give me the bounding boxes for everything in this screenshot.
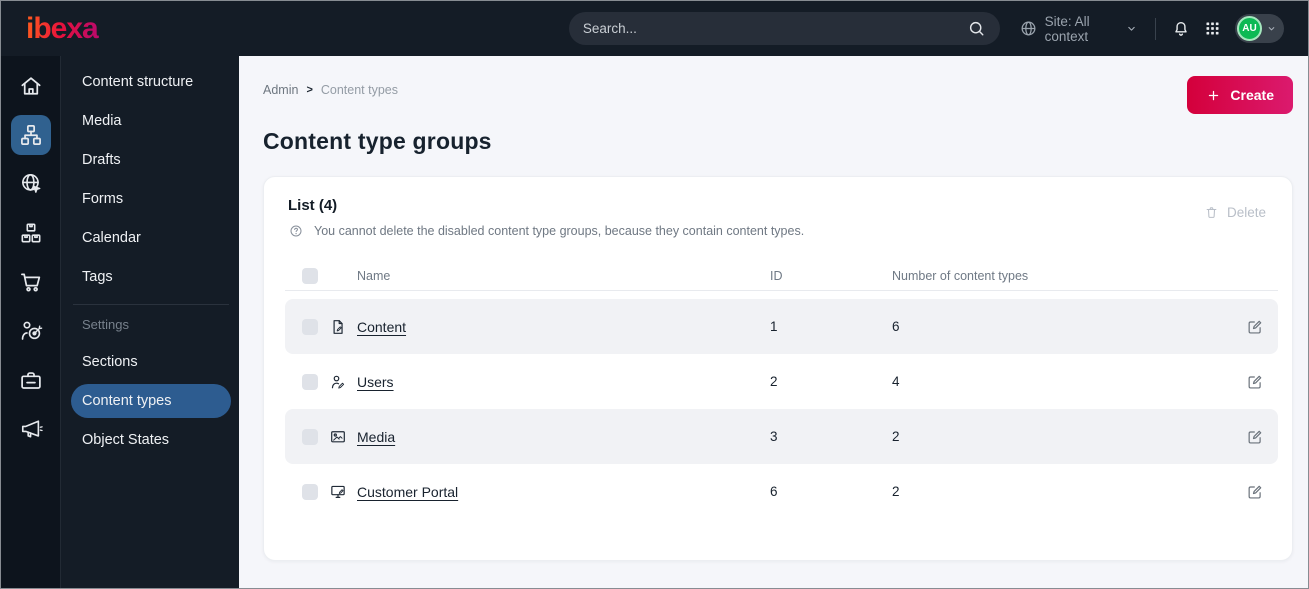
users-person-icon bbox=[329, 373, 357, 391]
column-header-name: Name bbox=[357, 268, 391, 283]
edit-button[interactable] bbox=[1224, 428, 1264, 446]
delete-button-label: Delete bbox=[1226, 205, 1266, 220]
personalization-target-icon[interactable] bbox=[11, 311, 51, 351]
commerce-cart-icon[interactable] bbox=[11, 262, 51, 302]
delete-button[interactable]: Delete bbox=[1204, 205, 1266, 220]
chevron-down-icon bbox=[1125, 22, 1138, 35]
sidebar-item-object-states[interactable]: Object States bbox=[82, 432, 170, 448]
global-search[interactable] bbox=[568, 12, 1000, 45]
top-bar: ibexa Site: All context bbox=[1, 1, 1308, 56]
site-context-label: Site: All context bbox=[1044, 13, 1090, 44]
edit-button[interactable] bbox=[1224, 318, 1264, 336]
menu-divider bbox=[73, 304, 229, 305]
sidebar-item-media[interactable]: Media bbox=[82, 113, 122, 129]
sidebar-item-content-types[interactable]: Content types bbox=[71, 384, 231, 418]
ibexa-logo[interactable]: ibexa bbox=[26, 11, 99, 45]
help-question-icon bbox=[288, 223, 304, 239]
trash-icon bbox=[1204, 205, 1219, 220]
breadcrumb-separator: > bbox=[306, 84, 313, 96]
media-image-icon bbox=[329, 428, 357, 446]
content-type-groups-table: Name ID Number of content types Content … bbox=[285, 261, 1278, 519]
table-row[interactable]: Customer Portal 6 2 bbox=[285, 464, 1278, 519]
sidebar-item-calendar[interactable]: Calendar bbox=[82, 230, 141, 246]
group-link[interactable]: Content bbox=[357, 318, 407, 335]
topbar-divider bbox=[1154, 17, 1156, 40]
sidebar-item-content-structure[interactable]: Content structure bbox=[82, 74, 194, 90]
search-icon[interactable] bbox=[967, 19, 986, 38]
sidebar-item-tags[interactable]: Tags bbox=[82, 269, 113, 285]
row-checkbox[interactable] bbox=[302, 428, 318, 445]
table-header-row: Name ID Number of content types bbox=[285, 261, 1278, 291]
column-header-count: Number of content types bbox=[892, 268, 1029, 283]
edit-button[interactable] bbox=[1224, 373, 1264, 391]
sidebar-item-forms[interactable]: Forms bbox=[82, 191, 124, 207]
column-header-id: ID bbox=[770, 268, 783, 283]
group-id: 6 bbox=[770, 484, 778, 499]
content-tree-icon[interactable] bbox=[10, 115, 51, 155]
plus-icon bbox=[1206, 88, 1221, 103]
breadcrumb-current: Content types bbox=[320, 83, 399, 97]
group-id: 2 bbox=[770, 374, 778, 389]
create-button-label: Create bbox=[1230, 87, 1274, 103]
app-grid-icon[interactable] bbox=[1202, 19, 1223, 38]
content-type-groups-card: List (4) You cannot delete the disabled … bbox=[263, 176, 1293, 561]
edit-button[interactable] bbox=[1224, 483, 1264, 501]
sidebar-menu: Content structure Media Drafts Forms Cal… bbox=[61, 56, 239, 588]
list-title: List (4) bbox=[288, 197, 338, 214]
campaign-megaphone-icon[interactable] bbox=[11, 409, 51, 449]
row-checkbox[interactable] bbox=[302, 373, 318, 390]
page-title: Content type groups bbox=[263, 128, 492, 154]
info-message: You cannot delete the disabled content t… bbox=[288, 223, 804, 239]
table-row[interactable]: Media 3 2 bbox=[285, 409, 1278, 464]
avatar[interactable]: AU bbox=[1237, 16, 1263, 41]
site-context-selector[interactable]: Site: All context bbox=[1019, 14, 1138, 44]
breadcrumb-admin-link[interactable]: Admin bbox=[263, 83, 299, 97]
sidebar-item-drafts[interactable]: Drafts bbox=[82, 152, 121, 168]
table-row[interactable]: Users 2 4 bbox=[285, 354, 1278, 409]
main-content: Admin > Content types Create Content typ… bbox=[239, 56, 1308, 588]
search-input[interactable] bbox=[582, 21, 967, 36]
home-icon[interactable] bbox=[11, 66, 51, 106]
globe-icon bbox=[1019, 19, 1038, 38]
group-count: 2 bbox=[892, 484, 900, 499]
site-globe-icon[interactable] bbox=[11, 164, 51, 204]
group-count: 2 bbox=[892, 429, 900, 444]
product-catalog-icon[interactable] bbox=[11, 213, 51, 253]
row-checkbox[interactable] bbox=[302, 318, 318, 335]
main-nav-rail bbox=[1, 56, 61, 588]
settings-section-label: Settings bbox=[82, 317, 129, 332]
chevron-down-icon bbox=[1266, 23, 1277, 34]
user-menu[interactable]: AU bbox=[1235, 14, 1285, 43]
group-link[interactable]: Media bbox=[357, 428, 396, 445]
group-count: 6 bbox=[892, 319, 900, 334]
notifications-bell-icon[interactable] bbox=[1171, 19, 1192, 39]
group-count: 4 bbox=[892, 374, 900, 389]
group-link[interactable]: Users bbox=[357, 373, 394, 390]
breadcrumb: Admin > Content types bbox=[263, 83, 398, 97]
group-link[interactable]: Customer Portal bbox=[357, 483, 459, 500]
customer-portal-monitor-icon bbox=[329, 483, 357, 501]
group-id: 1 bbox=[770, 319, 778, 334]
group-id: 3 bbox=[770, 429, 778, 444]
content-file-icon bbox=[329, 318, 357, 336]
row-checkbox[interactable] bbox=[302, 483, 318, 500]
select-all-checkbox[interactable] bbox=[302, 267, 318, 284]
sidebar-item-sections[interactable]: Sections bbox=[82, 354, 138, 370]
table-row[interactable]: Content 1 6 bbox=[285, 299, 1278, 354]
create-button[interactable]: Create bbox=[1187, 76, 1293, 114]
info-text: You cannot delete the disabled content t… bbox=[314, 224, 805, 238]
topbar-right-cluster: Site: All context AU bbox=[1019, 14, 1285, 44]
admin-toolbox-icon[interactable] bbox=[11, 360, 51, 400]
